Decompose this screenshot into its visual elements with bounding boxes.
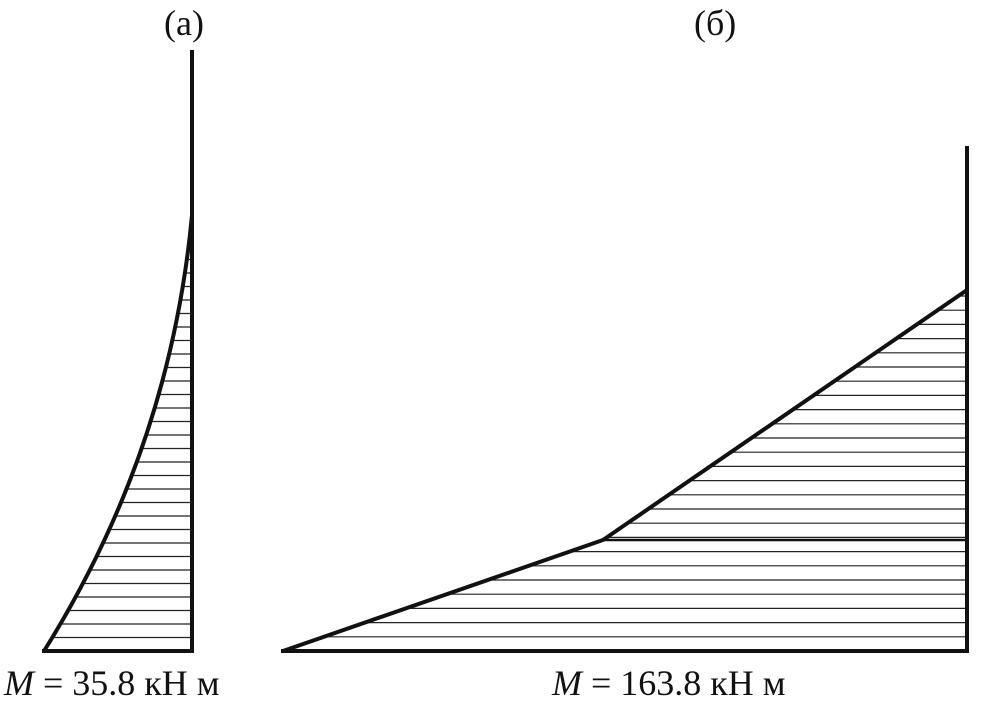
panel-a-hatching	[44, 218, 192, 639]
panel-b-diagram	[281, 146, 969, 653]
panel-a-label: (а)	[164, 3, 204, 43]
panel-a-moment-curve	[42, 214, 194, 653]
panel-b-hatching	[283, 295, 967, 638]
panel-b-moment-caption: M = 163.8 кН м	[552, 662, 786, 704]
panel-a-moment-caption: M = 35.8 кН м	[4, 662, 220, 704]
panel-b-moment-value: = 163.8 кН м	[582, 663, 786, 703]
panel-a-moment-value: = 35.8 кН м	[34, 663, 220, 703]
panel-a-diagram	[42, 50, 194, 653]
panel-b-label: (б)	[694, 3, 737, 43]
panel-b-moment-symbol: M	[552, 663, 582, 703]
panel-a-moment-symbol: M	[4, 663, 34, 703]
panel-b-moment-outline	[282, 288, 969, 653]
